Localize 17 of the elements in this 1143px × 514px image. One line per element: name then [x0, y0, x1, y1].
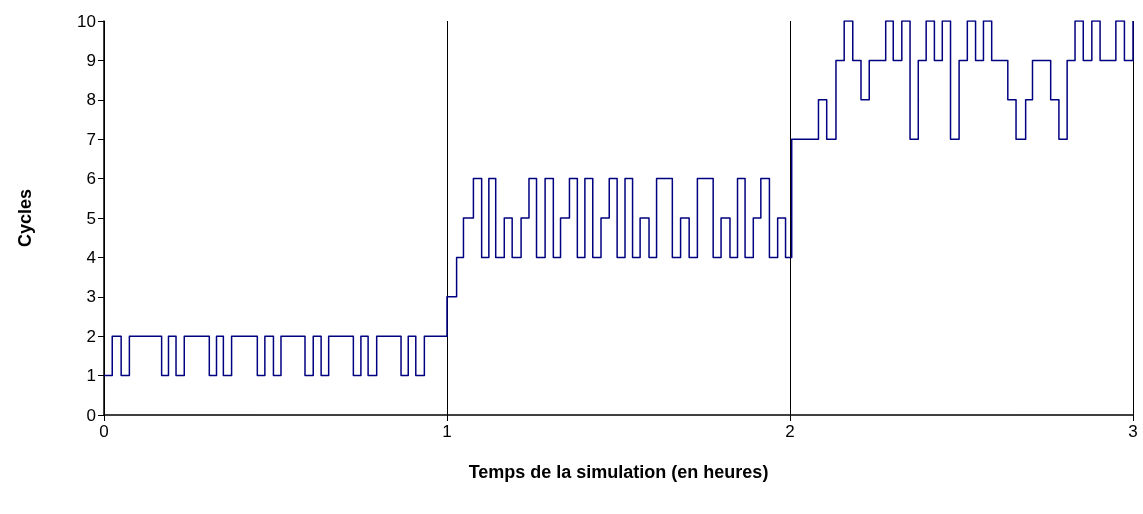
y-tick-label: 8: [86, 90, 96, 110]
y-tick-label: 3: [86, 287, 96, 307]
y-tick-label: 7: [86, 129, 96, 149]
x-tick-label: 1: [442, 422, 452, 441]
y-tick-label: 9: [86, 50, 96, 70]
x-tick-label: 2: [785, 422, 795, 441]
x-tick-label: 0: [99, 422, 109, 441]
y-tick-label: 5: [86, 208, 96, 228]
x-axis-title: Temps de la simulation (en heures): [468, 462, 769, 482]
y-tick-label: 1: [86, 366, 96, 386]
y-tick-label: 2: [86, 326, 96, 346]
y-axis-title: Cycles: [15, 188, 35, 248]
y-tick-label: 0: [86, 405, 96, 425]
y-tick-label: 10: [77, 11, 96, 31]
y-tick-label: 4: [86, 247, 96, 267]
x-tick-label: 3: [1128, 422, 1138, 441]
y-tick-label: 6: [86, 169, 96, 189]
